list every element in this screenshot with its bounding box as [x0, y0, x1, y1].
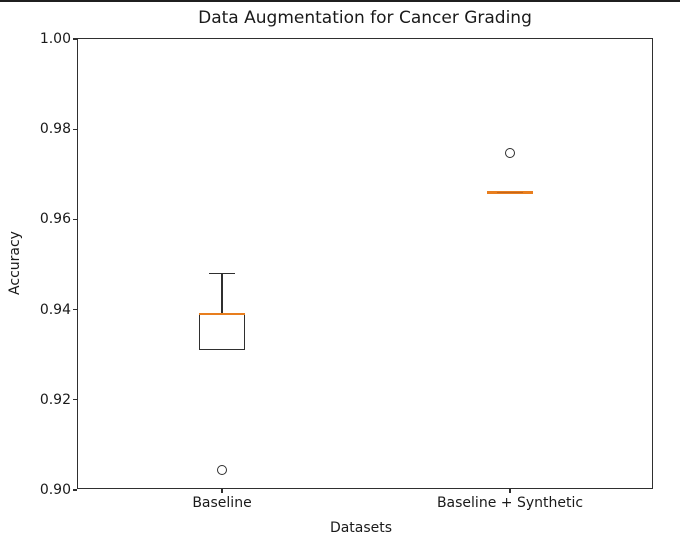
outlier-marker [217, 464, 227, 475]
chart-title: Data Augmentation for Cancer Grading [198, 8, 532, 28]
y-tick-label: 0.96 [39, 211, 71, 228]
median-line [199, 312, 245, 316]
window-top-border [0, 0, 680, 2]
y-tick-label: 0.90 [39, 482, 71, 498]
whisker-cap [209, 272, 235, 275]
y-tick-label: 0.94 [39, 301, 71, 318]
plot-area: 1.00 0.98 0.96 0.94 0.92 0.90 Baseline Baseline… [40, 32, 653, 510]
whisker-line [221, 273, 223, 315]
x-tick-mark [509, 489, 511, 493]
y-tick-mark [73, 128, 77, 130]
y-tick-mark [73, 399, 77, 401]
y-tick-label: 1.00 [39, 31, 71, 47]
box [199, 314, 245, 351]
x-tick-label: Baseline + Synthetic [436, 495, 584, 511]
y-tick-mark [73, 218, 77, 220]
y-tick-label: 0.92 [39, 391, 71, 408]
x-tick-mark [221, 489, 223, 493]
y-tick-label: 0.98 [39, 121, 71, 138]
median-line-core [497, 191, 523, 194]
y-tick-mark [73, 38, 77, 40]
outlier-marker [505, 147, 515, 158]
y-axis-label: Accuracy [7, 231, 23, 295]
x-tick-label: Baseline [192, 495, 252, 511]
y-tick-mark [73, 489, 77, 491]
x-axis-label: Datasets [329, 520, 393, 536]
y-tick-mark [73, 309, 77, 311]
